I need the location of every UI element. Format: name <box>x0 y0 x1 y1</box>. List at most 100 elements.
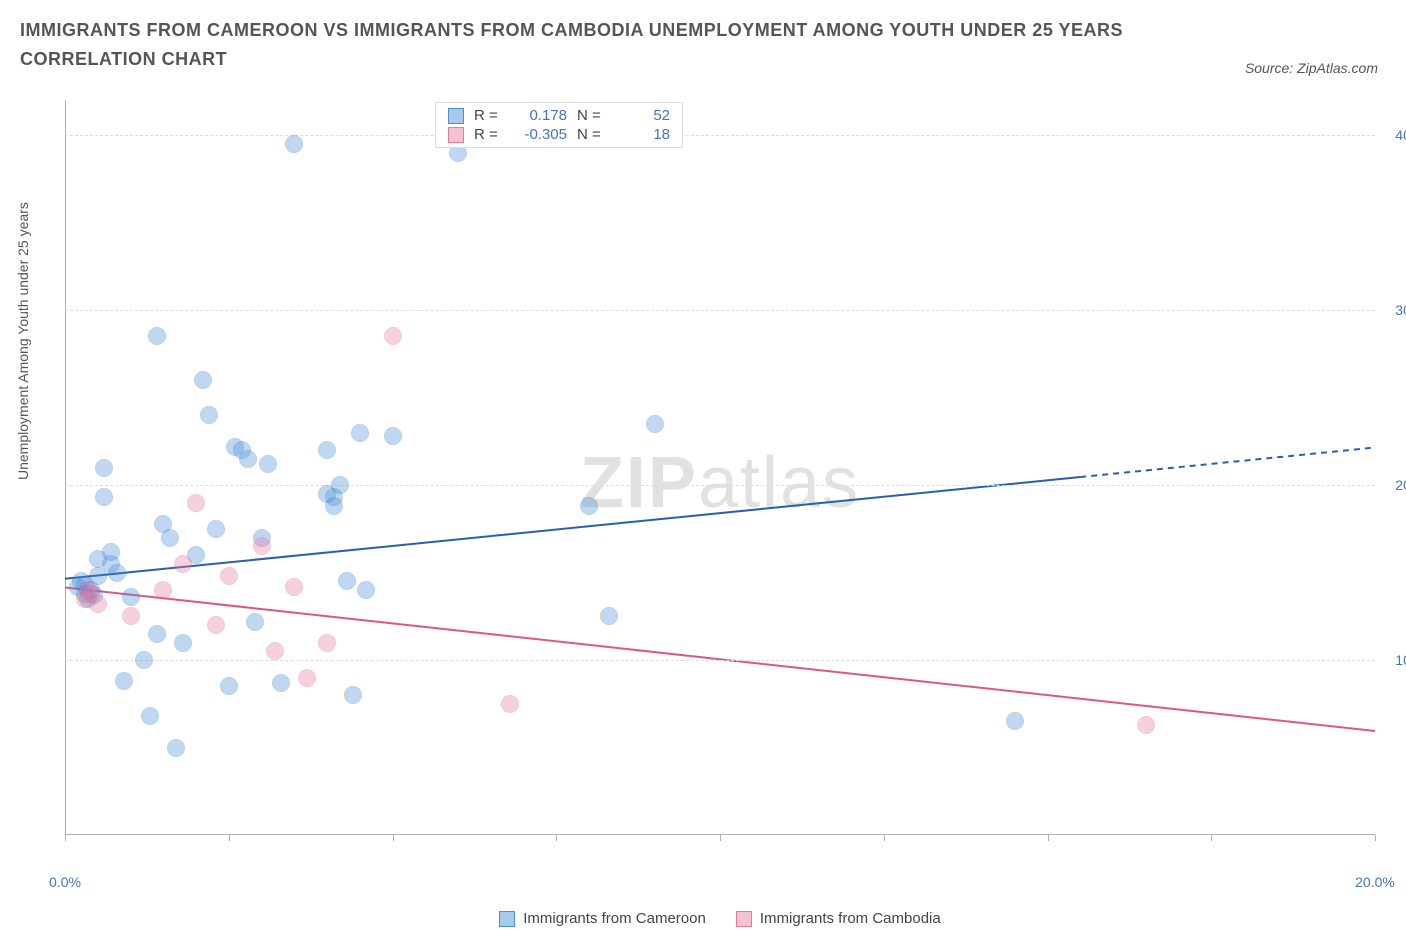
x-tick-mark <box>229 835 230 841</box>
scatter-point <box>95 459 113 477</box>
legend-r-label: R = <box>474 126 502 143</box>
scatter-point <box>285 578 303 596</box>
legend-n-value: 52 <box>615 107 670 124</box>
scatter-plot: ZIPatlas 10.0%20.0%30.0%40.0%0.0%20.0% <box>65 100 1375 865</box>
scatter-point <box>384 427 402 445</box>
scatter-point <box>246 613 264 631</box>
scatter-point <box>259 455 277 473</box>
scatter-point <box>600 607 618 625</box>
scatter-point <box>187 494 205 512</box>
scatter-point <box>331 476 349 494</box>
x-tick-mark <box>65 835 66 841</box>
y-tick-label: 30.0% <box>1380 302 1406 318</box>
legend-n-value: 18 <box>615 126 670 143</box>
source-value: ZipAtlas.com <box>1297 60 1378 76</box>
scatter-point <box>501 695 519 713</box>
legend-r-value: -0.305 <box>512 126 567 143</box>
scatter-point <box>122 607 140 625</box>
y-tick-label: 20.0% <box>1380 477 1406 493</box>
gridline-h <box>65 660 1375 661</box>
source-label: Source: <box>1245 60 1293 76</box>
legend-correlation-row: R = -0.305 N = 18 <box>448 126 670 143</box>
scatter-point <box>351 424 369 442</box>
chart-title-line1: IMMIGRANTS FROM CAMEROON VS IMMIGRANTS F… <box>20 20 1386 41</box>
scatter-point <box>253 537 271 555</box>
legend-r-label: R = <box>474 107 502 124</box>
x-tick-mark <box>556 835 557 841</box>
scatter-point <box>115 672 133 690</box>
scatter-point <box>357 581 375 599</box>
x-tick-mark <box>884 835 885 841</box>
x-tick-label: 0.0% <box>49 874 81 890</box>
watermark-rest: atlas <box>698 443 860 523</box>
scatter-point <box>141 707 159 725</box>
scatter-point <box>89 595 107 613</box>
watermark-bold: ZIP <box>580 443 698 523</box>
scatter-point <box>220 677 238 695</box>
legend-swatch <box>448 108 464 124</box>
scatter-point <box>194 371 212 389</box>
legend-series-label: Immigrants from Cambodia <box>760 910 941 927</box>
legend-swatch <box>448 127 464 143</box>
legend-swatch <box>736 911 752 927</box>
scatter-point <box>89 550 107 568</box>
x-tick-mark <box>1211 835 1212 841</box>
scatter-point <box>135 651 153 669</box>
y-tick-label: 40.0% <box>1380 127 1406 143</box>
watermark: ZIPatlas <box>580 442 860 524</box>
gridline-h <box>65 310 1375 311</box>
scatter-point <box>174 634 192 652</box>
gridline-h <box>65 485 1375 486</box>
scatter-point <box>148 625 166 643</box>
x-tick-mark <box>720 835 721 841</box>
chart-title-block: IMMIGRANTS FROM CAMEROON VS IMMIGRANTS F… <box>0 0 1406 70</box>
gridline-h <box>65 135 1375 136</box>
x-tick-mark <box>1048 835 1049 841</box>
scatter-point <box>266 642 284 660</box>
trend-line-dashed <box>1080 448 1375 478</box>
scatter-point <box>220 567 238 585</box>
legend-series: Immigrants from Cameroon Immigrants from … <box>65 910 1375 927</box>
scatter-point <box>318 441 336 459</box>
scatter-point <box>318 634 336 652</box>
scatter-point <box>167 739 185 757</box>
scatter-point <box>646 415 664 433</box>
scatter-point <box>384 327 402 345</box>
scatter-point <box>122 588 140 606</box>
scatter-point <box>338 572 356 590</box>
y-axis-label: Unemployment Among Youth under 25 years <box>15 202 31 480</box>
scatter-point <box>239 450 257 468</box>
chart-source: Source: ZipAtlas.com <box>1245 60 1378 76</box>
legend-correlation-row: R = 0.178 N = 52 <box>448 107 670 124</box>
legend-n-label: N = <box>577 107 605 124</box>
scatter-point <box>148 327 166 345</box>
scatter-point <box>325 497 343 515</box>
scatter-point <box>207 520 225 538</box>
y-axis-line <box>65 100 66 835</box>
y-tick-label: 10.0% <box>1380 652 1406 668</box>
scatter-point <box>95 488 113 506</box>
x-tick-label: 20.0% <box>1355 874 1395 890</box>
scatter-point <box>298 669 316 687</box>
legend-series-label: Immigrants from Cameroon <box>523 910 706 927</box>
legend-n-label: N = <box>577 126 605 143</box>
legend-series-item: Immigrants from Cameroon <box>499 910 706 927</box>
x-tick-mark <box>393 835 394 841</box>
scatter-point <box>108 564 126 582</box>
scatter-point <box>344 686 362 704</box>
legend-r-value: 0.178 <box>512 107 567 124</box>
chart-title-line2: CORRELATION CHART <box>20 49 1386 70</box>
legend-swatch <box>499 911 515 927</box>
legend-series-item: Immigrants from Cambodia <box>736 910 941 927</box>
scatter-point <box>272 674 290 692</box>
scatter-point <box>154 581 172 599</box>
trend-lines-svg <box>65 100 1375 865</box>
chart-area: ZIPatlas 10.0%20.0%30.0%40.0%0.0%20.0% R… <box>65 100 1375 865</box>
x-tick-mark <box>1375 835 1376 841</box>
scatter-point <box>161 529 179 547</box>
scatter-point <box>580 497 598 515</box>
scatter-point <box>207 616 225 634</box>
legend-correlation: R = 0.178 N = 52 R = -0.305 N = 18 <box>435 102 683 148</box>
scatter-point <box>200 406 218 424</box>
scatter-point <box>1006 712 1024 730</box>
